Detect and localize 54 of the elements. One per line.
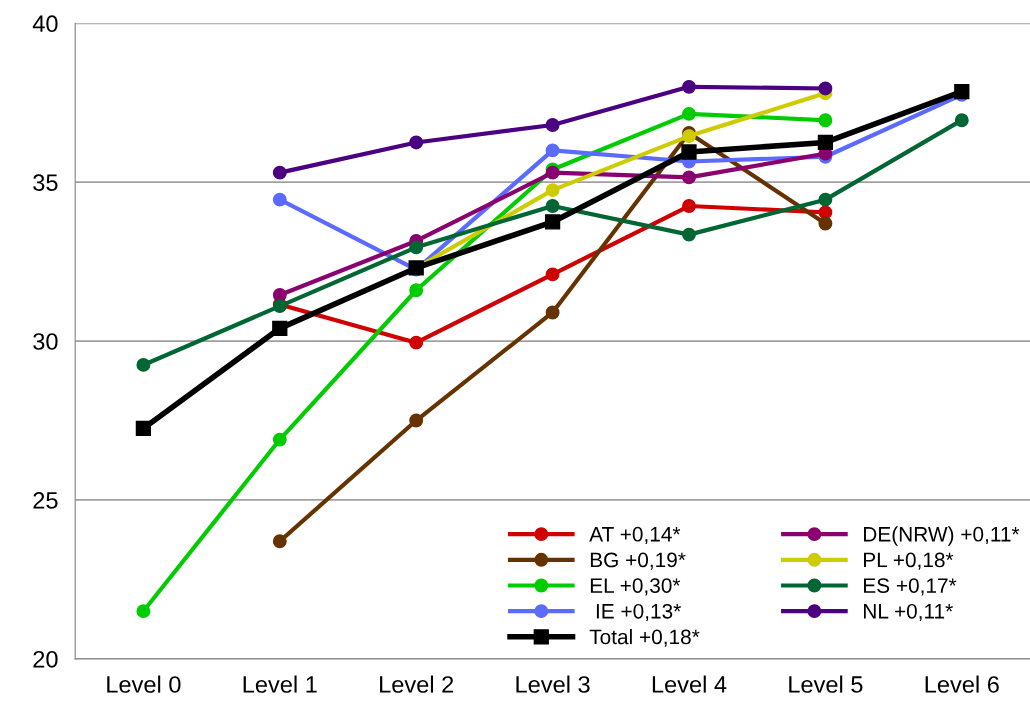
point	[544, 214, 561, 230]
x-tick-label: Level 3	[516, 675, 590, 693]
point	[818, 216, 833, 231]
point	[545, 199, 560, 213]
point	[682, 199, 696, 213]
x-tick-label: Level 6	[925, 675, 999, 693]
point	[272, 320, 288, 336]
point	[272, 165, 287, 180]
legend-label: NL +0,11*	[864, 603, 953, 622]
x-tick-label: Level 2	[380, 675, 454, 693]
point	[545, 143, 560, 158]
legend-label: IE +0,13*	[596, 603, 681, 622]
legend-label: PL +0,18*	[864, 552, 954, 570]
point	[136, 604, 151, 619]
point	[272, 192, 287, 207]
point	[409, 135, 424, 150]
point	[136, 357, 151, 372]
point	[818, 192, 833, 207]
point	[954, 113, 969, 128]
point	[135, 420, 152, 437]
y-tick-label: 40	[32, 15, 58, 33]
legend-label: ES +0,17*	[864, 578, 957, 596]
x-tick-label: Level 4	[652, 675, 727, 693]
point	[682, 227, 696, 242]
x-tick-label: Level 1	[243, 675, 317, 693]
legend-label: Total +0,18*	[589, 629, 700, 647]
point	[272, 534, 287, 549]
point	[817, 134, 834, 151]
y-tick-label: 30	[33, 333, 58, 350]
point	[681, 144, 697, 160]
point	[818, 81, 833, 96]
legend-label: EL +0,30*	[590, 578, 681, 596]
point	[545, 183, 560, 198]
point	[272, 432, 287, 447]
x-tick-label: Level 0	[107, 675, 181, 693]
point	[409, 240, 424, 255]
legend-label: BG +0,19*	[590, 552, 686, 570]
point	[682, 129, 696, 144]
legend-label: AT +0,14*	[589, 526, 681, 545]
point	[545, 267, 560, 282]
point	[818, 113, 833, 128]
point	[682, 79, 696, 94]
point	[682, 106, 696, 121]
point	[409, 283, 424, 298]
point	[409, 413, 424, 428]
legend-label: DE(NRW) +0,11*	[864, 526, 1020, 546]
point	[545, 118, 560, 132]
x-tick-label: Level 5	[789, 675, 863, 693]
point	[409, 335, 424, 350]
y-tick-label: 25	[33, 492, 58, 509]
point	[682, 170, 696, 185]
y-tick-label: 20	[33, 650, 58, 668]
point	[545, 305, 560, 320]
y-tick-label: 35	[33, 174, 58, 191]
